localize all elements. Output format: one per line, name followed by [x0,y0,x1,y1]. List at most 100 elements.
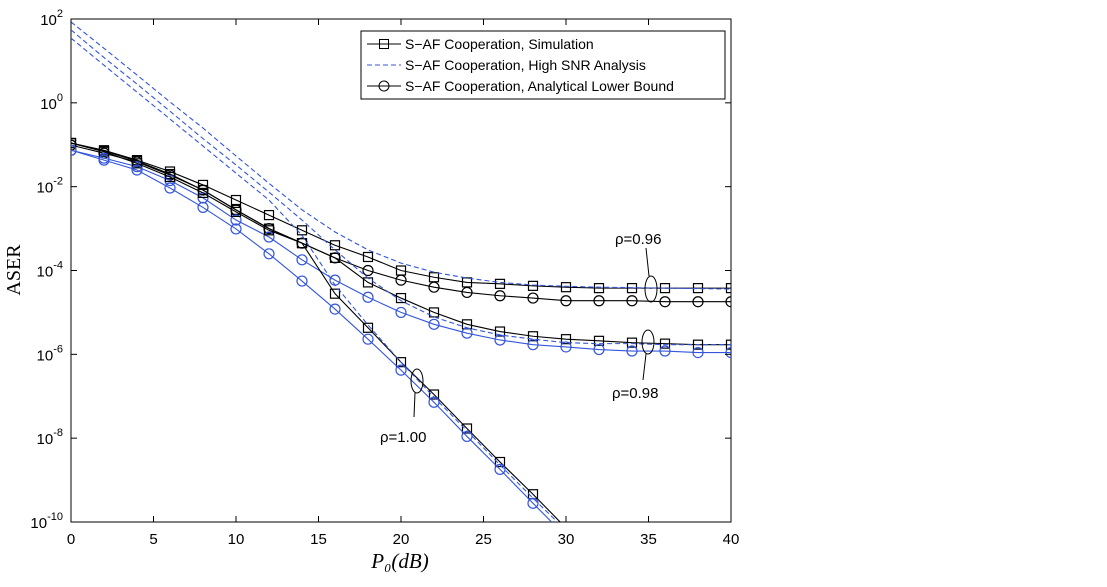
marker [230,206,242,218]
marker [263,225,275,236]
marker [527,339,539,351]
marker [131,164,143,176]
x-tick-label: 15 [310,531,327,548]
y-axis-label: ASER [3,244,25,296]
annotation-leader [413,392,416,418]
y-tick-label: 10-10 [30,511,63,532]
marker [593,343,605,356]
marker [428,318,440,330]
marker [725,283,731,294]
marker [395,364,407,376]
marker [263,248,275,260]
marker [527,497,539,509]
marker [560,341,572,353]
x-tick-label: 0 [67,531,75,548]
marker [461,423,473,434]
marker [230,223,242,235]
x-tick-label: 40 [723,531,740,548]
marker [692,346,704,359]
marker [98,154,110,166]
marker [362,291,374,303]
marker [428,396,440,408]
marker [296,275,308,287]
marker [494,278,506,289]
marker [71,144,77,156]
marker [626,295,638,307]
series-line [71,29,731,346]
marker [593,335,605,346]
marker [329,303,341,315]
annotation-leader [645,247,650,277]
marker [296,238,308,249]
annotation: ρ=0.96 [615,231,662,248]
marker [626,345,638,357]
marker [494,326,506,337]
marker [527,280,539,291]
annotation: ρ=0.98 [612,385,659,402]
marker [560,334,572,345]
x-tick-label: 30 [558,531,575,548]
marker [230,214,242,226]
y-tick-label: 102 [40,8,63,29]
legend-label: S−AF Cooperation, High SNR Analysis [405,57,646,73]
legend-box [360,30,726,100]
marker [197,201,209,214]
marker [692,296,704,308]
marker [362,322,374,333]
marker [593,295,605,307]
marker [428,389,440,400]
series-line [71,144,731,303]
marker [395,357,407,368]
group-ellipse [410,368,424,394]
x-tick-label: 25 [475,531,492,548]
y-tick-label: 100 [40,92,63,113]
marker [461,327,473,339]
series-line [71,142,731,289]
marker [164,182,176,194]
marker [71,137,77,149]
marker [131,158,143,169]
marker [296,254,308,266]
marker [395,292,407,304]
marker [560,282,572,293]
marker [494,456,506,468]
marker [461,286,473,299]
marker [362,251,374,263]
marker [692,339,704,350]
marker [362,333,374,345]
marker [725,339,731,350]
marker [494,334,506,346]
group-ellipse [644,275,658,303]
series-line [71,142,561,522]
marker [362,264,374,277]
series-line [71,149,731,354]
marker [98,146,110,157]
y-tick-label: 10-6 [37,343,63,364]
legend-marker [378,80,390,92]
marker [626,337,638,348]
x-tick-label: 20 [393,531,410,548]
x-axis-label: P₀(dB) [370,549,428,573]
marker [197,179,209,191]
marker [494,463,506,475]
series-line [71,21,731,290]
legend-label: S−AF Cooperation, Analytical Lower Bound [405,78,674,94]
marker [428,307,440,318]
marker [725,296,731,308]
marker [527,331,539,342]
legend-marker [379,39,389,49]
marker [593,283,605,294]
marker [461,430,473,443]
marker [395,306,407,319]
series-line [71,142,731,346]
marker [329,252,341,263]
marker [494,290,506,302]
annotation-leader [642,353,647,381]
marker [197,187,209,199]
x-tick-label: 35 [640,531,657,548]
annotation: ρ=1.00 [380,429,427,446]
x-tick-label: 5 [149,531,157,548]
marker [263,209,275,221]
marker [395,274,407,286]
